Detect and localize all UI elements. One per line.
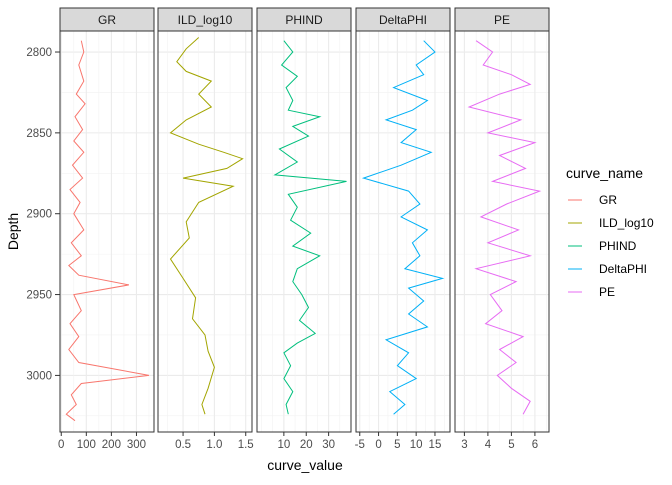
- x-tick-label: 15: [429, 439, 442, 451]
- x-tick-label: 10: [277, 439, 290, 451]
- x-tick-label: 20: [300, 439, 313, 451]
- x-tick-label: 4: [485, 439, 492, 451]
- series-line-deltaphi: [361, 40, 445, 415]
- facet-strip-label: DeltaPHI: [379, 13, 427, 27]
- x-tick-label: 0.5: [175, 439, 191, 451]
- legend-item-label: GR: [599, 193, 617, 207]
- panel-border: [355, 30, 451, 433]
- y-tick-label: 2950: [26, 290, 52, 302]
- panel-border: [454, 30, 550, 433]
- x-tick-label: 5: [508, 439, 514, 451]
- panel-border: [256, 30, 352, 433]
- x-tick-label: 100: [77, 439, 96, 451]
- y-axis-title: Depth: [5, 213, 21, 250]
- y-tick-label: 3000: [26, 370, 52, 382]
- legend-item-label: PHIND: [599, 239, 637, 253]
- panel-background: [356, 31, 450, 432]
- x-tick-label: 6: [532, 439, 538, 451]
- x-tick-label: 0: [375, 439, 381, 451]
- legend-title: curve_name: [566, 165, 643, 181]
- panel-background: [455, 31, 549, 432]
- facet-strip-label: PE: [494, 13, 510, 27]
- y-tick-label: 2800: [26, 47, 52, 59]
- y-tick-label: 2850: [26, 128, 52, 140]
- panel-border: [157, 30, 253, 433]
- x-tick-label: -5: [355, 439, 365, 451]
- x-tick-label: 200: [102, 439, 121, 451]
- y-tick-label: 2900: [26, 209, 52, 221]
- panel-background: [158, 31, 252, 432]
- series-line-phind: [273, 40, 347, 415]
- x-tick-label: 3: [461, 439, 467, 451]
- x-axis-title: curve_value: [267, 457, 343, 473]
- x-tick-label: 0: [58, 439, 64, 451]
- legend-item-label: DeltaPHI: [599, 262, 647, 276]
- x-tick-label: 5: [394, 439, 400, 451]
- facet-strip-label: GR: [98, 13, 116, 27]
- x-tick-label: 300: [127, 439, 146, 451]
- x-tick-label: 1.0: [206, 439, 222, 451]
- legend-item-label: ILD_log10: [599, 216, 654, 230]
- series-line-gr: [65, 40, 150, 422]
- facet-strip-label: ILD_log10: [178, 13, 233, 27]
- series-line-pe: [467, 40, 542, 415]
- panel-border: [59, 30, 155, 433]
- panel-background: [257, 31, 351, 432]
- series-line-ild-log10: [169, 37, 244, 415]
- x-tick-label: 10: [410, 439, 423, 451]
- legend-item-label: PE: [599, 285, 615, 299]
- panel-background: [60, 31, 154, 432]
- x-tick-label: 1.5: [238, 439, 254, 451]
- x-tick-label: 30: [322, 439, 335, 451]
- facet-strip-label: PHIND: [285, 13, 323, 27]
